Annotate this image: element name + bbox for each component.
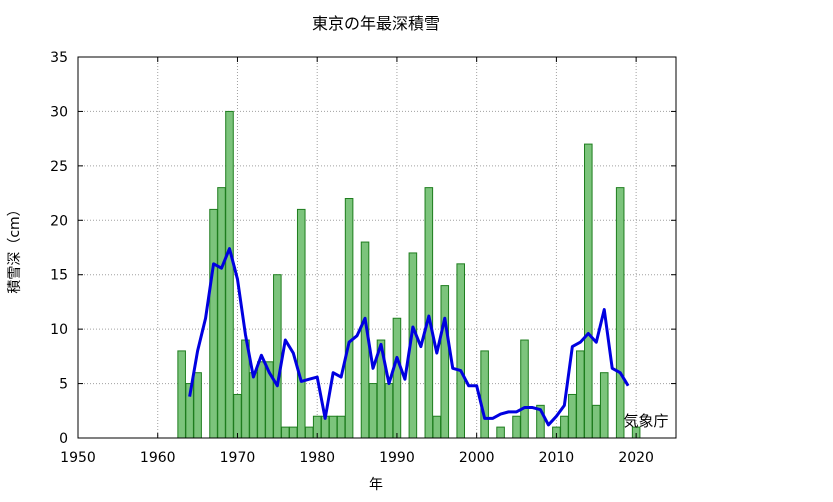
bar-1973	[257, 361, 266, 439]
bar-2003	[496, 426, 505, 439]
bar-1970	[233, 393, 242, 439]
bar-2011	[560, 415, 569, 439]
bar-1972	[249, 372, 258, 439]
x-tick-label: 2020	[618, 450, 654, 466]
bar-1977	[288, 426, 298, 439]
bar-1965	[193, 372, 202, 439]
grid-lines	[78, 57, 676, 438]
bar-1967	[209, 208, 218, 439]
bar-1983	[336, 415, 346, 439]
bar-2015	[591, 404, 601, 439]
y-tick-label: 5	[59, 377, 68, 393]
x-tick-label: 2000	[459, 450, 495, 466]
bar-1994	[424, 187, 434, 439]
bar-2013	[576, 350, 585, 439]
axis-ticks: 1950 1960 1970 1980 1990 2000 2010 2020 0 5 10 15 20…	[50, 50, 676, 466]
bar-2006	[520, 339, 529, 439]
moving-average-line	[188, 247, 630, 427]
x-tick-label: 2010	[539, 450, 575, 466]
credit-label: 気象庁	[623, 412, 668, 430]
y-tick-label: 30	[50, 104, 68, 120]
x-tick-label: 1960	[140, 450, 176, 466]
y-tick-label: 10	[50, 322, 68, 338]
bar-1963	[177, 350, 186, 439]
bar-1984	[344, 198, 354, 439]
bar-1968	[217, 187, 226, 439]
bar-1995	[432, 415, 442, 439]
bar-2016	[599, 372, 609, 439]
bar-2018	[615, 187, 625, 439]
bar-2001	[480, 350, 489, 439]
bar-2012	[568, 393, 577, 439]
bar-1976	[281, 426, 290, 439]
moving-average-series	[188, 247, 630, 427]
bar-1998	[456, 263, 465, 439]
y-tick-label: 0	[59, 431, 68, 447]
y-tick-label: 25	[50, 159, 68, 175]
chart-title: 東京の年最深積雪	[312, 14, 440, 33]
plot-frame	[77, 56, 677, 439]
y-tick-label: 15	[50, 268, 68, 284]
bar-2014	[584, 143, 593, 439]
x-tick-label: 1970	[220, 450, 256, 466]
x-axis-title: 年	[369, 477, 383, 493]
bar-1978	[296, 208, 306, 439]
bar-1996	[440, 285, 450, 439]
bar-1979	[304, 426, 314, 439]
bar-2005	[512, 415, 521, 439]
x-tick-label: 1980	[299, 450, 335, 466]
bar-1969	[225, 110, 234, 439]
bar-1990	[392, 317, 402, 439]
y-tick-label: 20	[50, 213, 68, 229]
bar-1987	[368, 383, 378, 439]
y-tick-label: 35	[50, 50, 68, 66]
y-axis-title: 積雪深（cm）	[7, 202, 23, 293]
x-tick-label: 1950	[60, 450, 96, 466]
x-tick-label: 1990	[379, 450, 415, 466]
bar-1982	[328, 415, 338, 439]
bar-1989	[384, 383, 394, 439]
bar-1975	[273, 274, 282, 439]
